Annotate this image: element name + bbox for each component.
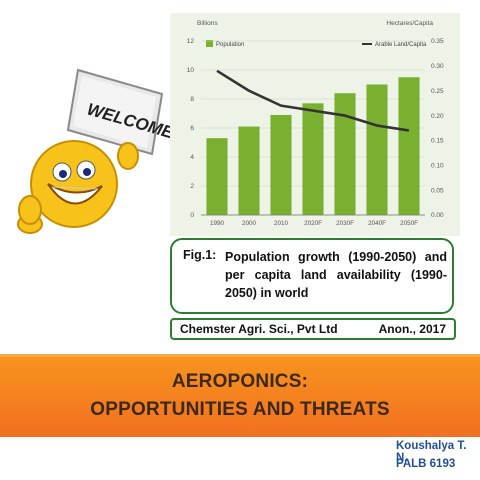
x-tick-label: 1990 [210,220,225,227]
left-tick-label: 6 [190,125,194,132]
x-tick-label: 2050F [400,220,418,227]
x-tick-label: 2000 [242,220,257,227]
population-land-chart: Billions Hectares/Capita Population Arab… [187,20,444,227]
legend-label-arable: Arable Land/Capita [375,42,427,48]
left-tick-label: 8 [190,96,194,103]
right-tick-label: 0.30 [431,63,444,70]
population-bar [270,114,292,215]
title-line-2: OPPORTUNITIES AND THREATS [90,399,390,420]
population-bar [206,138,228,215]
left-tick-label: 2 [190,183,194,190]
welcome-sign: WELCOME! [66,68,175,156]
population-bar [238,126,260,215]
right-tick-label: 0.05 [431,187,444,194]
figure-caption-prefix: Fig.1: [183,248,217,262]
x-tick-label: 2040F [368,220,386,227]
figure-caption-box: Fig.1: Population growth (1990-2050) and… [170,238,454,314]
left-tick-label: 0 [190,212,194,219]
population-bar [334,93,356,215]
author-id: PALB 6193 [396,458,456,470]
credit-bar: Chemster Agri. Sci., Pvt Ltd Anon., 2017 [170,318,456,340]
x-tick-label: 2010 [274,220,289,227]
welcome-emoji-illustration: WELCOME! [17,68,175,234]
right-tick-label: 0.35 [431,38,444,45]
right-tick-label: 0.20 [431,113,444,120]
figure-caption-text: Population growth (1990-2050) and per ca… [225,250,447,300]
population-bar [302,103,324,215]
left-tick-label: 4 [190,154,194,161]
right-tick-label: 0.10 [431,162,444,169]
legend: Population Arable Land/Capita [206,40,427,48]
left-axis-label: Billions [197,20,218,27]
left-tick-label: 12 [187,38,195,45]
credit-company: Chemster Agri. Sci., Pvt Ltd [180,322,338,336]
left-tick-label: 10 [187,67,195,74]
title-banner: AEROPONICS: OPPORTUNITIES AND THREATS [0,354,480,437]
right-tick-label: 0.15 [431,138,444,145]
x-tick-label: 2020F [304,220,322,227]
legend-label-population: Population [216,42,244,48]
x-tick-label: 2030F [336,220,354,227]
right-axis-label: Hectares/Capita [386,20,433,27]
chart-panel: Billions Hectares/Capita Population Arab… [170,13,460,236]
arable-land-line [216,69,410,132]
right-tick-label: 0.00 [431,212,444,219]
smiley-face [17,140,139,234]
title-line-1: AEROPONICS: [171,371,309,392]
credit-source: Anon., 2017 [378,322,446,336]
population-bar [366,84,388,215]
legend-swatch-population [206,40,213,47]
author-name: Koushalya T. N. [396,440,467,464]
population-bar [398,77,420,215]
right-tick-label: 0.25 [431,88,444,95]
